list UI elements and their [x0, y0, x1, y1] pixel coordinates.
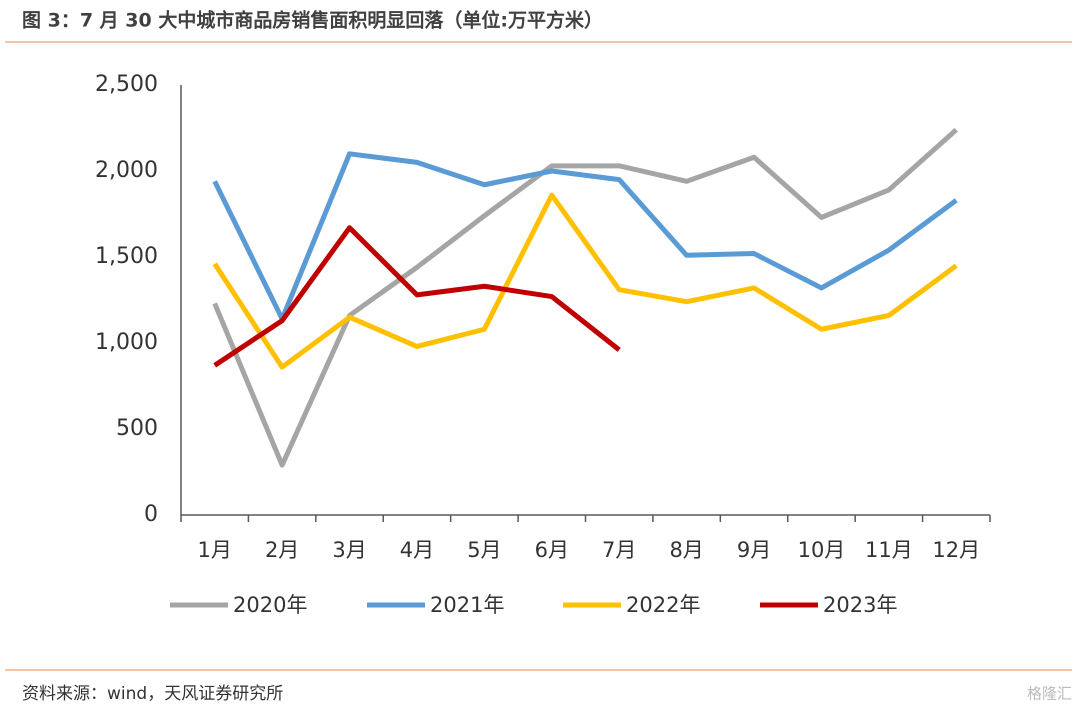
x-tick-label: 11月: [865, 538, 913, 562]
watermark: 格隆汇: [1027, 685, 1072, 703]
legend-label: 2023年: [823, 593, 897, 617]
x-tick-label: 9月: [737, 538, 771, 562]
y-tick-label: 1,000: [95, 330, 158, 355]
y-tick-label: 1,500: [95, 244, 158, 269]
series-line: [212, 151, 958, 322]
series-line: [212, 192, 958, 370]
x-tick-label: 2月: [265, 538, 299, 562]
legend-label: 2021年: [430, 593, 504, 617]
x-tick-label: 4月: [400, 538, 434, 562]
x-tick-label: 6月: [535, 538, 569, 562]
y-tick-label: 2,500: [95, 72, 158, 97]
source-note: 资料来源：wind，天风证券研究所: [22, 684, 283, 704]
x-tick-label: 3月: [332, 538, 366, 562]
x-tick-label: 7月: [602, 538, 636, 562]
legend-label: 2022年: [626, 593, 700, 617]
y-tick-label: 500: [116, 416, 158, 441]
x-tick-label: 1月: [198, 538, 232, 562]
legend-label: 2020年: [233, 593, 307, 617]
y-tick-label: 2,000: [95, 158, 158, 183]
y-tick-label: 0: [144, 502, 158, 527]
x-tick-label: 5月: [467, 538, 501, 562]
x-tick-label: 8月: [669, 538, 703, 562]
series-line: [213, 225, 621, 368]
chart-title: 图 3：7 月 30 大中城市商品房销售面积明显回落（单位:万平方米）: [22, 9, 603, 32]
x-tick-label: 10月: [798, 538, 846, 562]
x-tick-label: 12月: [932, 538, 980, 562]
series-line: [212, 127, 958, 468]
